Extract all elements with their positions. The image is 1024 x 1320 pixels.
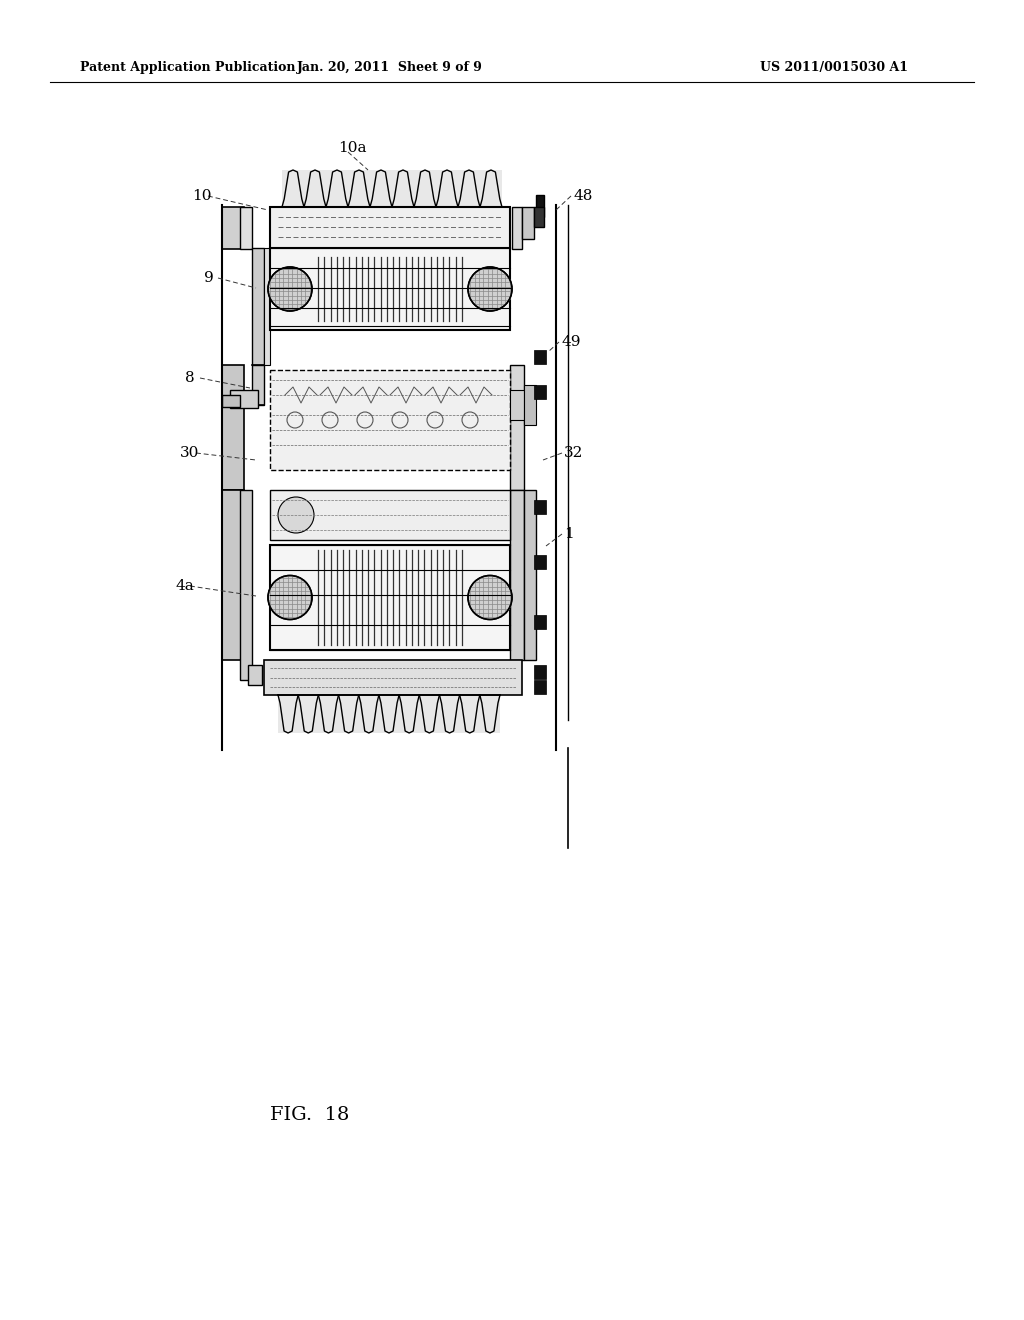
- Bar: [522, 207, 534, 239]
- Bar: [524, 385, 536, 425]
- Bar: [524, 490, 536, 660]
- Bar: [248, 665, 262, 685]
- Bar: [534, 680, 546, 694]
- Bar: [536, 195, 544, 216]
- Bar: [222, 366, 244, 490]
- Bar: [534, 500, 546, 513]
- Bar: [534, 554, 546, 569]
- Bar: [270, 490, 510, 540]
- Text: 9: 9: [204, 271, 214, 285]
- Text: 49: 49: [561, 335, 581, 348]
- Circle shape: [268, 576, 312, 619]
- Bar: [270, 370, 510, 470]
- Bar: [512, 207, 522, 249]
- Bar: [264, 248, 270, 366]
- Text: 48: 48: [573, 189, 592, 203]
- Bar: [510, 490, 524, 660]
- Bar: [270, 207, 510, 249]
- Text: US 2011/0015030 A1: US 2011/0015030 A1: [760, 61, 908, 74]
- Bar: [534, 350, 546, 364]
- Bar: [510, 366, 524, 490]
- Bar: [240, 490, 252, 680]
- Bar: [222, 395, 240, 407]
- Circle shape: [278, 498, 314, 533]
- Bar: [252, 248, 264, 366]
- Text: 4a: 4a: [175, 579, 194, 593]
- Bar: [270, 248, 510, 330]
- Text: 32: 32: [564, 446, 584, 459]
- Bar: [534, 385, 546, 399]
- Bar: [510, 389, 524, 420]
- Text: 1: 1: [564, 527, 573, 541]
- Bar: [282, 170, 502, 207]
- Text: 30: 30: [180, 446, 200, 459]
- Bar: [264, 660, 522, 696]
- Bar: [534, 665, 546, 678]
- Bar: [240, 207, 252, 249]
- Bar: [230, 389, 258, 408]
- Text: 8: 8: [185, 371, 195, 385]
- Circle shape: [268, 267, 312, 312]
- Text: 10: 10: [193, 189, 212, 203]
- Bar: [278, 696, 500, 733]
- Bar: [222, 207, 244, 249]
- Text: Jan. 20, 2011  Sheet 9 of 9: Jan. 20, 2011 Sheet 9 of 9: [297, 61, 483, 74]
- Text: FIG.  18: FIG. 18: [270, 1106, 349, 1125]
- Circle shape: [468, 267, 512, 312]
- Circle shape: [468, 576, 512, 619]
- Text: 10a: 10a: [338, 141, 367, 154]
- Bar: [534, 207, 544, 227]
- Bar: [270, 545, 510, 649]
- Text: Patent Application Publication: Patent Application Publication: [80, 61, 296, 74]
- Bar: [534, 615, 546, 630]
- Bar: [252, 366, 264, 405]
- Bar: [222, 490, 244, 660]
